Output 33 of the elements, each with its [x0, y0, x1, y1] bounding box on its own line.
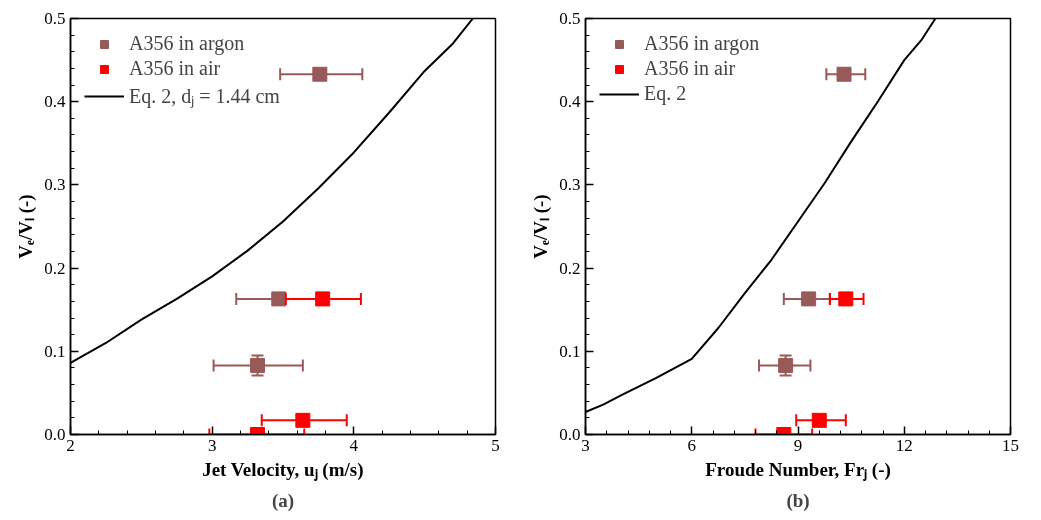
x-tick-label: 5	[491, 435, 500, 455]
y-tick-label: 0.2	[44, 258, 66, 278]
y-tick-label: 0.3	[559, 175, 581, 195]
x-tick-label: 3	[207, 435, 217, 455]
y-tick-label: 0.3	[44, 175, 66, 195]
legend-label: A356 in argon	[644, 32, 760, 55]
x-tick-label: 6	[687, 435, 696, 455]
y-tick-label: 0.0	[44, 425, 66, 444]
y-tick-label: 0.5	[44, 9, 66, 28]
x-tick-label: 15	[1002, 435, 1019, 455]
text: (b)	[786, 489, 810, 512]
x-tick-label: 12	[895, 435, 913, 455]
y-tick-label: 0.4	[559, 92, 581, 112]
legend-label: Eq. 2	[644, 82, 687, 105]
y-axis-title: Vₑ/Vₗ (-)	[530, 194, 553, 259]
text: (a)	[271, 489, 295, 512]
y-tick-label: 0.5	[559, 9, 581, 28]
x-axis-title: Jet Velocity, uⱼ (m/s)	[202, 458, 364, 481]
y-tick-label: 0.2	[559, 258, 581, 278]
x-tick-label: 2	[66, 435, 75, 455]
x-axis-title: Froude Number, Frⱼ (-)	[705, 458, 891, 481]
legend-label: A356 in air	[129, 57, 221, 80]
x-tick-label: 3	[581, 435, 590, 455]
legend-label: A356 in air	[644, 57, 736, 80]
y-tick-label: 0.4	[44, 92, 66, 112]
y-tick-label: 0.1	[44, 341, 66, 361]
y-axis-title: Vₑ/Vₗ (-)	[15, 194, 38, 259]
legend-label: A356 in argon	[129, 32, 245, 55]
y-tick-label: 0.0	[559, 425, 581, 444]
x-tick-label: 4	[349, 435, 359, 455]
legend-label: Eq. 2, dⱼ = 1.44 cm	[129, 84, 280, 109]
y-tick-label: 0.1	[559, 341, 581, 361]
x-tick-label: 9	[793, 435, 803, 455]
